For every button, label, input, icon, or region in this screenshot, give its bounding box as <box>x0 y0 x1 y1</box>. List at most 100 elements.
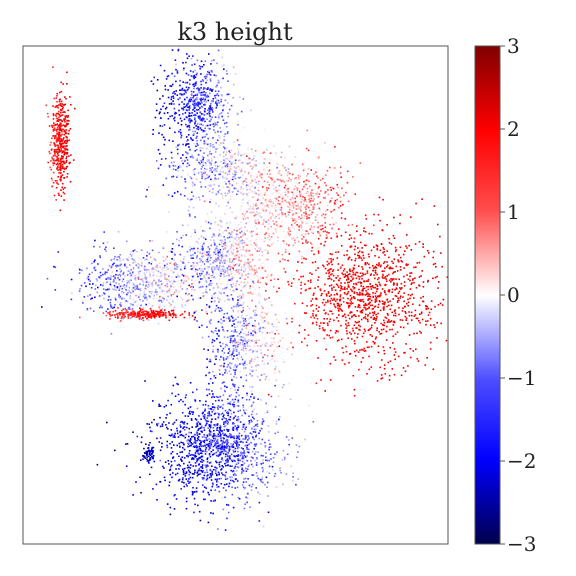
scatter-point <box>286 196 289 198</box>
scatter-point <box>353 292 356 295</box>
scatter-point <box>226 260 229 263</box>
scatter-point <box>115 313 118 315</box>
scatter-point <box>389 266 392 269</box>
scatter-point <box>279 208 282 211</box>
scatter-point <box>185 234 187 236</box>
scatter-point <box>209 263 212 265</box>
scatter-point <box>402 326 405 329</box>
scatter-point <box>151 240 153 242</box>
scatter-point <box>212 234 214 236</box>
scatter-point <box>332 269 335 271</box>
scatter-point <box>218 102 220 104</box>
scatter-point <box>200 97 202 100</box>
scatter-point <box>324 174 327 176</box>
scatter-point <box>182 262 185 264</box>
scatter-point <box>328 295 331 297</box>
scatter-point <box>96 278 98 281</box>
scatter-point <box>208 175 210 178</box>
scatter-point <box>238 228 241 231</box>
scatter-point <box>250 273 252 276</box>
scatter-point <box>369 296 372 298</box>
scatter-point <box>110 265 113 268</box>
scatter-point <box>243 265 245 268</box>
scatter-point <box>122 285 125 287</box>
scatter-point <box>217 192 220 194</box>
scatter-point <box>172 95 175 98</box>
scatter-point <box>132 298 134 301</box>
scatter-point <box>99 284 102 286</box>
scatter-point <box>192 195 195 197</box>
scatter-point <box>131 253 134 255</box>
scatter-point <box>168 250 170 253</box>
scatter-point <box>183 106 185 108</box>
scatter-point <box>105 278 107 280</box>
scatter-point <box>350 275 353 278</box>
scatter-point <box>329 318 332 320</box>
scatter-point <box>234 162 237 164</box>
scatter-point <box>366 262 369 264</box>
scatter-point <box>246 193 248 195</box>
scatter-point <box>249 254 252 257</box>
scatter-point <box>259 254 261 256</box>
scatter-point <box>462 312 464 314</box>
scatter-point <box>210 185 212 187</box>
scatter-point <box>194 123 196 125</box>
scatter-point <box>292 219 294 222</box>
scatter-point <box>152 268 155 270</box>
scatter-point <box>237 255 240 257</box>
scatter-point <box>241 239 243 242</box>
scatter-point <box>287 187 289 190</box>
scatter-point <box>133 285 135 287</box>
scatter-point <box>303 161 305 164</box>
scatter-point <box>202 255 205 257</box>
scatter-point <box>58 132 61 135</box>
scatter-point <box>119 278 122 281</box>
scatter-point <box>137 288 140 290</box>
scatter-point <box>374 266 376 269</box>
scatter-point <box>380 264 382 267</box>
scatter-point <box>301 188 304 191</box>
scatter-point <box>206 133 208 136</box>
scatter-point <box>52 113 55 115</box>
scatter-point <box>379 283 381 286</box>
scatter-point <box>339 200 342 203</box>
scatter-point <box>156 291 158 293</box>
scatter-point <box>199 92 201 94</box>
scatter-point <box>157 149 160 151</box>
scatter-point <box>165 273 167 275</box>
scatter-point <box>313 193 316 196</box>
scatter-point <box>413 281 415 284</box>
scatter-point <box>181 311 183 313</box>
scatter-point <box>151 315 154 317</box>
scatter-point <box>186 89 188 92</box>
scatter-point <box>317 177 319 179</box>
scatter-point <box>55 159 58 162</box>
scatter-point <box>158 279 160 281</box>
scatter-point <box>142 300 144 302</box>
scatter-point <box>422 286 425 288</box>
scatter-point <box>250 208 253 210</box>
scatter-point <box>100 274 102 277</box>
scatter-point <box>202 175 205 178</box>
scatter-point <box>238 168 241 171</box>
scatter-point <box>139 315 141 318</box>
scatter-point <box>281 168 284 170</box>
scatter-point <box>129 279 131 281</box>
scatter-point <box>106 241 109 244</box>
scatter-point <box>384 373 387 375</box>
scatter-point <box>276 178 279 181</box>
scatter-point <box>220 169 222 171</box>
scatter-point <box>244 226 246 228</box>
scatter-point <box>394 358 396 361</box>
scatter-point <box>348 238 351 240</box>
scatter-point <box>230 278 233 281</box>
scatter-point <box>254 192 256 194</box>
scatter-point <box>66 83 68 85</box>
scatter-point <box>286 172 289 175</box>
scatter-point <box>164 266 167 269</box>
scatter-point <box>225 205 228 207</box>
scatter-point <box>56 144 58 147</box>
scatter-point <box>376 285 379 288</box>
scatter-point <box>228 274 230 277</box>
scatter-point <box>150 80 153 82</box>
